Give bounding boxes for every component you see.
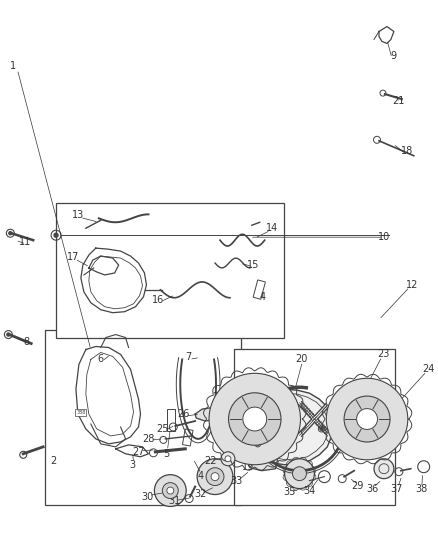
Bar xyxy=(253,280,265,299)
Circle shape xyxy=(293,467,307,481)
Text: 17: 17 xyxy=(67,252,79,262)
Bar xyxy=(234,349,395,505)
Text: 37: 37 xyxy=(391,483,403,494)
Circle shape xyxy=(211,473,219,481)
Bar xyxy=(45,330,241,505)
Text: 13: 13 xyxy=(72,211,84,220)
Text: 12: 12 xyxy=(406,280,418,290)
Circle shape xyxy=(374,459,394,479)
Text: 29: 29 xyxy=(351,481,363,490)
Text: 28: 28 xyxy=(142,434,155,444)
Text: 30: 30 xyxy=(141,491,154,502)
Circle shape xyxy=(357,409,378,430)
Text: 15: 15 xyxy=(247,260,259,270)
Text: 38: 38 xyxy=(416,483,428,494)
Polygon shape xyxy=(247,389,332,465)
Text: 27: 27 xyxy=(132,447,145,457)
Text: 4: 4 xyxy=(260,292,266,302)
Text: 7: 7 xyxy=(185,352,191,362)
Text: 34: 34 xyxy=(303,486,315,496)
Text: 16: 16 xyxy=(152,295,165,305)
Text: 10: 10 xyxy=(378,232,390,242)
Text: 11: 11 xyxy=(19,237,32,247)
Polygon shape xyxy=(248,455,278,471)
Circle shape xyxy=(162,482,178,498)
Circle shape xyxy=(7,333,10,336)
Text: 18: 18 xyxy=(401,146,413,156)
Text: 21: 21 xyxy=(392,96,405,106)
Circle shape xyxy=(167,487,174,494)
Text: 2: 2 xyxy=(50,456,56,466)
Text: 24: 24 xyxy=(423,365,435,374)
Text: 36: 36 xyxy=(366,483,378,494)
Circle shape xyxy=(221,452,235,466)
Circle shape xyxy=(54,233,58,237)
Text: 4: 4 xyxy=(198,471,204,481)
Text: 25: 25 xyxy=(156,424,169,434)
Circle shape xyxy=(155,475,186,506)
Circle shape xyxy=(257,413,259,415)
Circle shape xyxy=(285,459,314,489)
Text: 8: 8 xyxy=(23,336,29,346)
Text: 9: 9 xyxy=(391,51,397,61)
Circle shape xyxy=(320,428,322,430)
Text: 388: 388 xyxy=(76,410,85,415)
Text: 31: 31 xyxy=(168,496,180,505)
Circle shape xyxy=(209,373,300,465)
Text: 1: 1 xyxy=(10,61,16,71)
Bar xyxy=(167,409,175,431)
Text: 6: 6 xyxy=(98,354,104,365)
Text: 23: 23 xyxy=(377,350,389,359)
Text: 35: 35 xyxy=(283,487,296,497)
Circle shape xyxy=(229,393,281,445)
Text: 32: 32 xyxy=(194,489,206,498)
Circle shape xyxy=(344,396,390,442)
Text: 19: 19 xyxy=(242,462,254,472)
Bar xyxy=(183,429,193,446)
Text: 14: 14 xyxy=(265,223,278,233)
Circle shape xyxy=(225,456,231,462)
Text: 33: 33 xyxy=(231,475,243,486)
Circle shape xyxy=(9,232,12,235)
Text: 26: 26 xyxy=(177,409,189,419)
Polygon shape xyxy=(195,407,220,421)
Text: 23: 23 xyxy=(212,392,224,402)
Circle shape xyxy=(326,378,408,460)
Circle shape xyxy=(197,459,233,495)
Circle shape xyxy=(257,443,259,445)
Text: 22: 22 xyxy=(204,456,216,466)
Text: 5: 5 xyxy=(163,449,170,459)
Text: 20: 20 xyxy=(295,354,307,365)
Circle shape xyxy=(243,407,267,431)
Circle shape xyxy=(206,468,224,486)
Text: 3: 3 xyxy=(130,460,136,470)
Bar xyxy=(56,203,284,338)
